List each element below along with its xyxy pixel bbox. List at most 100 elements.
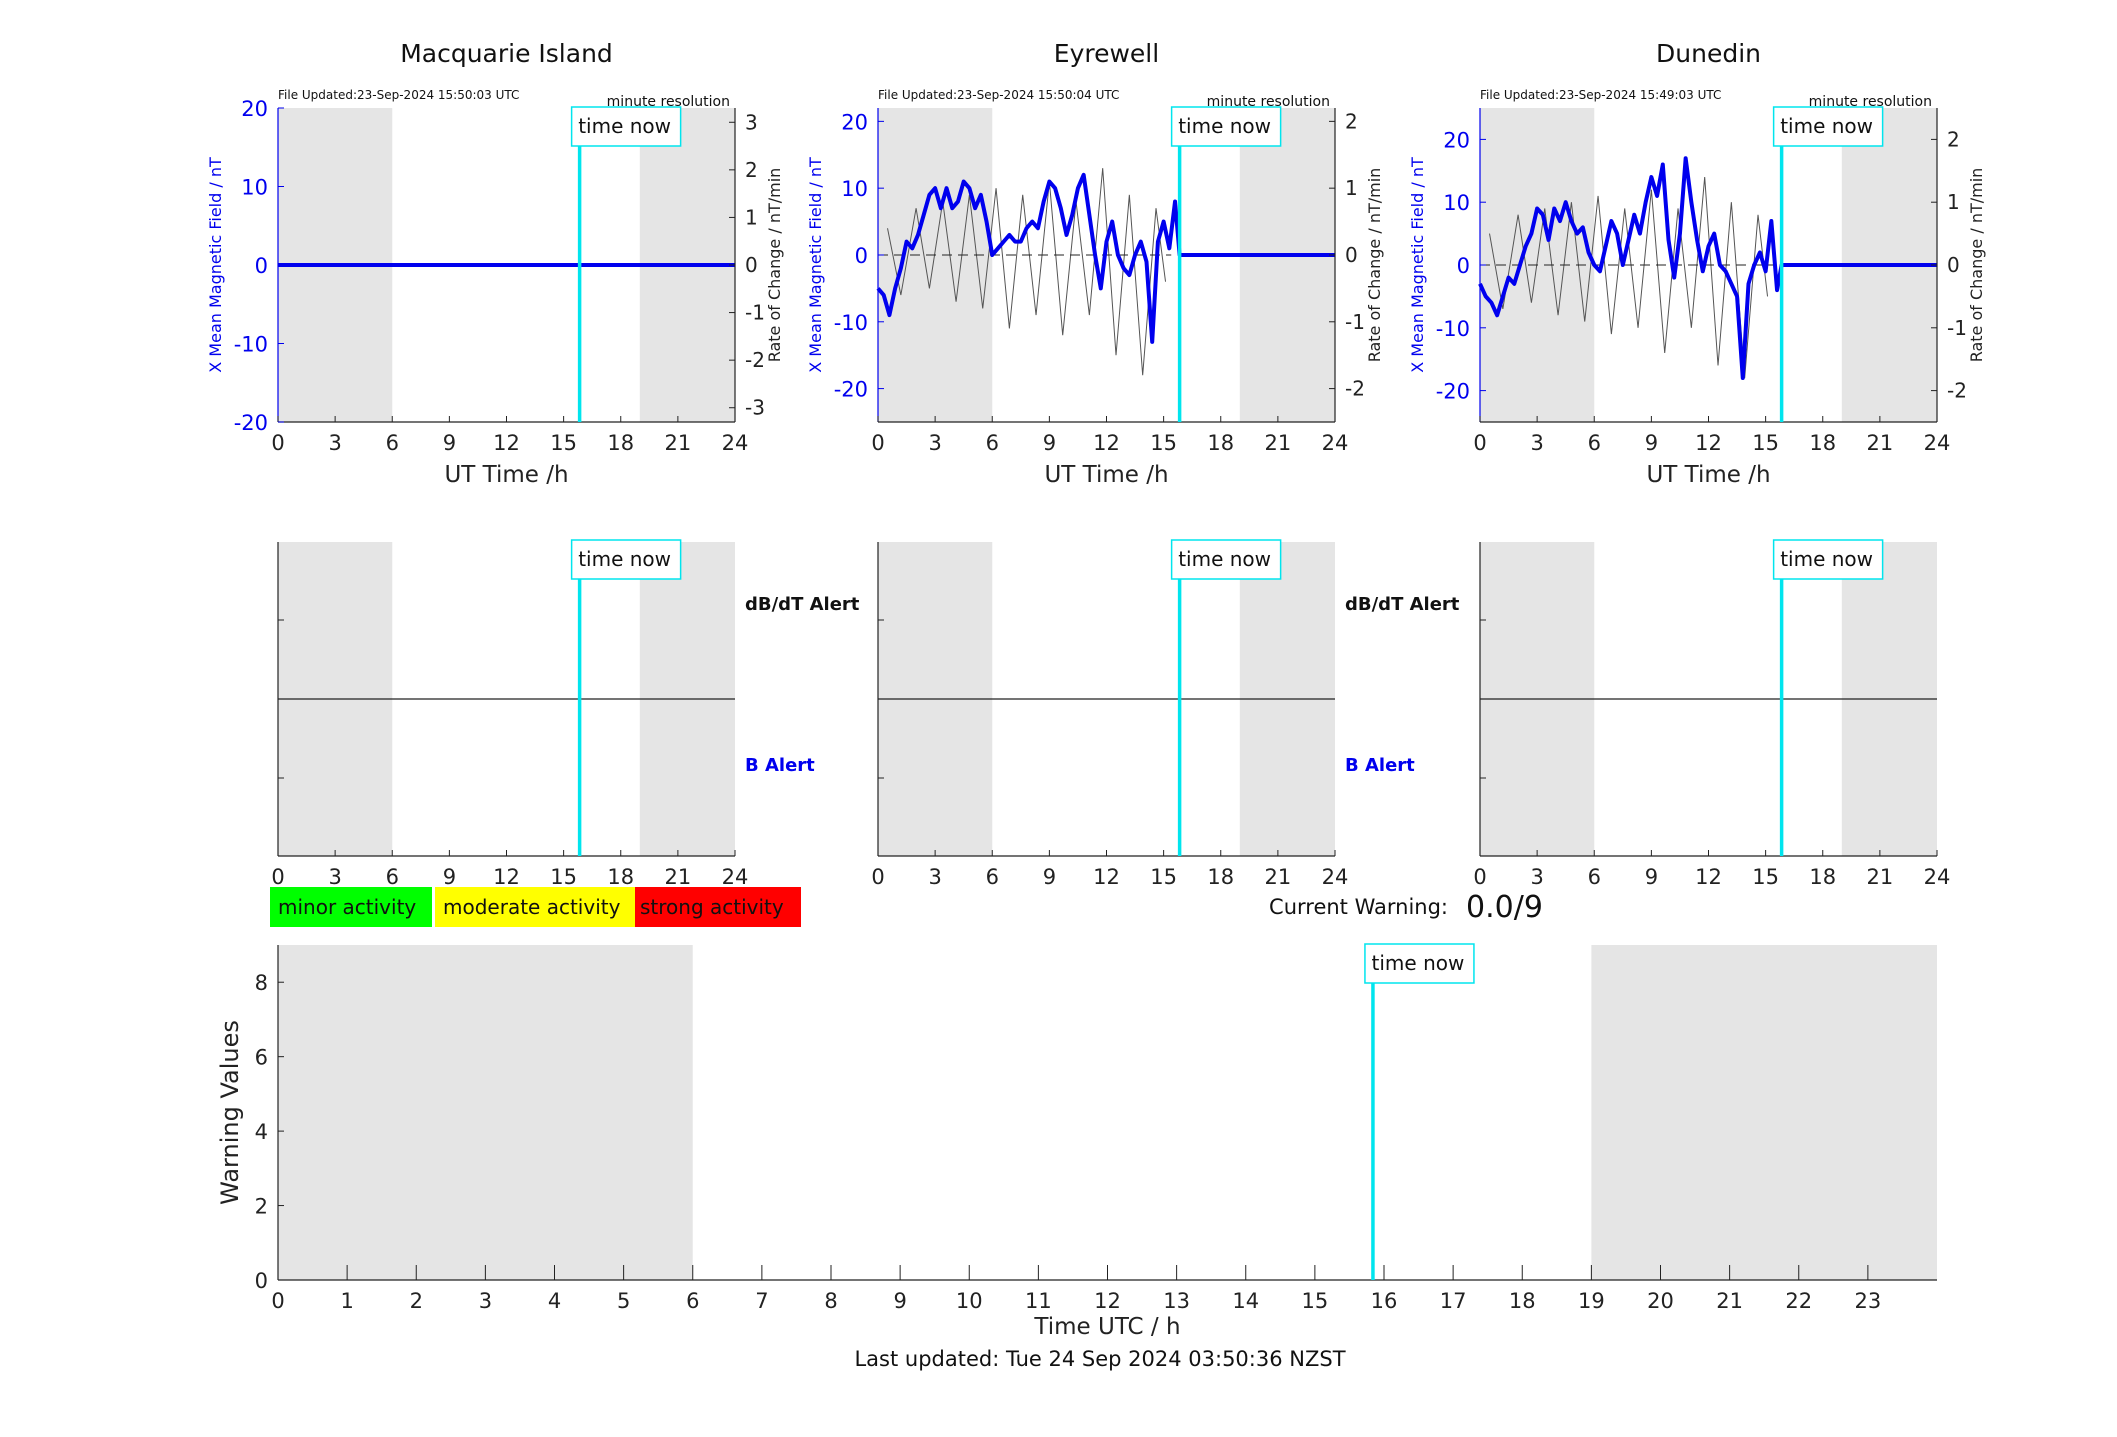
file-updated-text: File Updated:23-Sep-2024 15:50:03 UTC (278, 88, 519, 102)
last-updated-text: Last updated: Tue 24 Sep 2024 03:50:36 N… (854, 1347, 1345, 1371)
y2-tick-label: 1 (745, 205, 758, 229)
x-tick-label: 9 (1043, 431, 1056, 455)
x-tick-label: 6 (986, 431, 999, 455)
x-tick-label: 21 (1265, 865, 1292, 889)
y2-tick-label: 2 (745, 158, 758, 182)
y2-tick-label: 0 (1947, 253, 1960, 277)
time-now-box (570, 106, 682, 147)
x-tick-label: 12 (1094, 1289, 1121, 1313)
x-tick-label: 6 (1588, 431, 1601, 455)
x-tick-label: 15 (550, 865, 577, 889)
x-tick-label: 24 (1322, 865, 1349, 889)
y2-tick-label: -2 (745, 348, 765, 372)
strong-activity-label: strong activity (640, 895, 784, 919)
y2-tick-label: 0 (745, 253, 758, 277)
resolution-text: minute resolution (607, 94, 730, 110)
x-tick-label: 3 (328, 431, 341, 455)
time-now-label: time now (578, 114, 671, 138)
x-tick-label: 12 (1093, 865, 1120, 889)
time-now-label: time now (578, 547, 671, 571)
y2-axis-label: Rate of Change / nT/min (1967, 168, 1986, 363)
y-axis-label: X Mean Magnetic Field / nT (206, 157, 225, 373)
resolution-text: minute resolution (1207, 94, 1330, 110)
x-tick-label: 9 (1043, 865, 1056, 889)
x-tick-label: 3 (328, 865, 341, 889)
x-tick-label: 0 (871, 865, 884, 889)
x-tick-label: 9 (443, 865, 456, 889)
alert-label: B Alert (1345, 755, 1415, 776)
x-tick-label: 22 (1785, 1289, 1812, 1313)
time-now-label: time now (1372, 951, 1465, 975)
x-tick-label: 18 (1809, 431, 1836, 455)
y-tick-label: -10 (234, 333, 268, 357)
x-axis-label: UT Time /h (1646, 462, 1770, 488)
x-tick-label: 24 (722, 865, 749, 889)
x-tick-label: 21 (665, 865, 692, 889)
moderate-activity-label: moderate activity (443, 895, 621, 919)
y-axis-label: X Mean Magnetic Field / nT (1408, 157, 1427, 373)
time-now-label: time now (1178, 547, 1271, 571)
minor-activity-label: minor activity (278, 895, 416, 919)
current-warning-label: Current Warning: (1269, 895, 1448, 919)
x-tick-label: 15 (1150, 431, 1177, 455)
x-tick-label: 18 (607, 865, 634, 889)
time-now-box (1772, 539, 1884, 580)
y-tick-label: -20 (1436, 380, 1470, 404)
time-now-box (570, 539, 682, 580)
y-tick-label: -10 (834, 311, 868, 335)
x-tick-label: 18 (1207, 431, 1234, 455)
y-axis-label: X Mean Magnetic Field / nT (806, 157, 825, 373)
x-tick-label: 24 (722, 431, 749, 455)
x-tick-label: 3 (928, 431, 941, 455)
x-axis-label: Time UTC / h (1033, 1314, 1180, 1340)
y2-tick-label: 1 (1947, 190, 1960, 214)
alert-label: dB/dT Alert (1345, 594, 1460, 615)
x-tick-label: 9 (443, 431, 456, 455)
x-tick-label: 6 (986, 865, 999, 889)
rate-of-change-series (1489, 177, 1769, 379)
x-tick-label: 24 (1924, 865, 1951, 889)
y2-tick-label: -1 (1947, 316, 1967, 340)
magnetic-field-series (876, 172, 1335, 344)
panel-title: Macquarie Island (400, 39, 613, 68)
night-shade-region (878, 108, 993, 422)
x-tick-label: 15 (550, 431, 577, 455)
x-tick-label: 6 (386, 431, 399, 455)
x-tick-label: 10 (956, 1289, 983, 1313)
alert-label: dB/dT Alert (745, 594, 860, 615)
x-tick-label: 12 (1695, 431, 1722, 455)
alert-panel-1: 0 3 6 9 12 15 18 21 24 dB/dT Alert B Alert time now (271, 539, 860, 889)
y-tick-label: 6 (255, 1046, 268, 1070)
alert-label: B Alert (745, 755, 815, 776)
y-tick-label: 0 (255, 254, 268, 278)
magnetic-field-series (1478, 156, 1937, 381)
x-tick-label: 3 (928, 865, 941, 889)
x-tick-label: 19 (1578, 1289, 1605, 1313)
y-tick-label: -20 (234, 411, 268, 435)
alert-panel-3: 0 3 6 9 12 15 18 21 24 time now (1473, 539, 1951, 889)
x-tick-label: 12 (493, 865, 520, 889)
y-tick-label: 0 (255, 1269, 268, 1293)
y-tick-label: 20 (1443, 128, 1470, 152)
x-tick-label: 0 (271, 1289, 284, 1313)
x-tick-label: 21 (1716, 1289, 1743, 1313)
y2-tick-label: -2 (1947, 379, 1967, 403)
y-tick-label: 2 (255, 1195, 268, 1219)
y2-axis-label: Rate of Change / nT/min (765, 168, 784, 363)
x-tick-label: 8 (824, 1289, 837, 1313)
x-tick-label: 21 (1265, 431, 1292, 455)
y-axis-label: Warning Values (216, 1020, 244, 1205)
x-tick-label: 1 (340, 1289, 353, 1313)
x-tick-label: 15 (1150, 865, 1177, 889)
y-tick-label: 10 (241, 176, 268, 200)
x-tick-label: 0 (1473, 431, 1486, 455)
x-tick-label: 21 (1867, 865, 1894, 889)
x-tick-label: 24 (1924, 431, 1951, 455)
night-shade-region (1239, 108, 1335, 422)
x-tick-label: 21 (665, 431, 692, 455)
time-now-box (1364, 943, 1475, 984)
x-tick-label: 23 (1855, 1289, 1882, 1313)
